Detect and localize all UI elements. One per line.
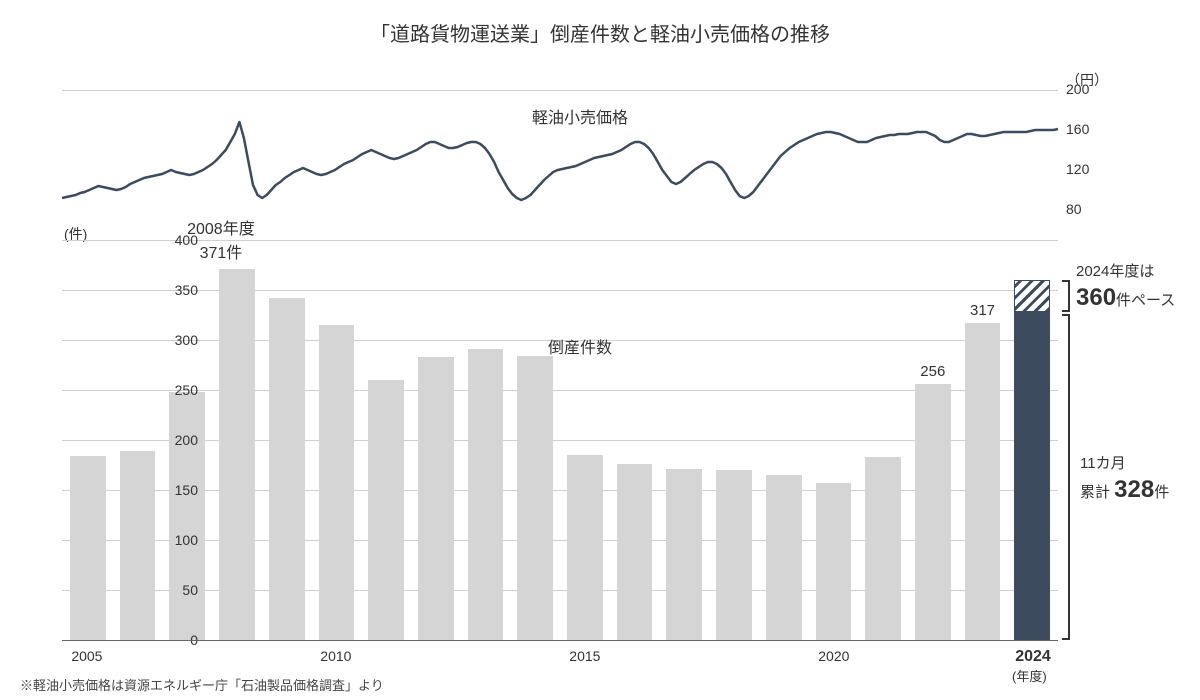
bar [368,380,404,640]
bar-ytick: 250 [148,382,198,398]
bar [1014,312,1050,640]
x-tick [759,648,809,666]
chart-root: 「道路貨物運送業」倒産件数と軽油小売価格の推移 （円） 80120160200 … [0,0,1200,700]
x-tick: 2010 [311,648,361,666]
bar-slot [814,240,854,640]
anno-cum: 11カ月 累計 328件 [1080,454,1169,507]
x-axis-unit: (年度) [1012,666,1047,685]
x-tick [361,648,411,666]
anno-pace: 2024年度は 360件ペース [1076,262,1175,315]
x-tick: 2020 [809,648,859,666]
bar-slot [366,240,406,640]
x-tick: 2015 [560,648,610,666]
bar [965,323,1001,640]
bar-slot [1012,240,1052,640]
x-tick [411,648,461,666]
bar-ytick: 200 [148,432,198,448]
line-ytick: 200 [1066,81,1089,97]
bar-slot [615,240,655,640]
bar [666,469,702,640]
bar [567,455,603,640]
x-tick [112,648,162,666]
x-tick [162,648,212,666]
x-tick [610,648,660,666]
bar-slot [267,240,307,640]
bar [716,470,752,640]
footnote: ※軽油小売価格は資源エネルギー庁「石油製品価格調査」より [20,675,384,694]
x-tick: 2024 [1008,648,1058,666]
bar [219,269,255,640]
x-axis-ticks: 2005 2010 2015 2020 2024 [62,648,1058,666]
anno-pace-prefix: 2024年度は [1076,263,1154,280]
bar [915,384,951,640]
bar [418,357,454,640]
bar-slot: 2008年度371件 [217,240,257,640]
anno-cum-prefix: 11カ月 [1080,455,1126,472]
x-tick [859,648,909,666]
line-series-label: 軽油小売価格 [480,104,680,128]
x-axis-line [62,640,1058,641]
bar-slot: 317 [963,240,1003,640]
chart-title: 「道路貨物運送業」倒産件数と軽油小売価格の推移 [0,18,1200,47]
bar-series-label: 倒産件数 [500,334,660,358]
bar-ytick: 100 [148,532,198,548]
anno-pace-value: 360 [1076,284,1116,311]
anno-cum-mid: 累計 [1080,484,1114,501]
bar [319,325,355,640]
bar-value-label: 256 [920,363,945,380]
bar-slot [466,240,506,640]
x-tick [958,648,1008,666]
bar [169,392,205,640]
bar-series: 2008年度371件 256 317 [62,240,1058,640]
bar-ytick: 400 [148,232,198,248]
bar-slot [515,240,555,640]
x-tick [709,648,759,666]
bar-chart-area: 2008年度371件 256 317 [62,240,1058,640]
x-tick [211,648,261,666]
bar-slot [565,240,605,640]
bar-ytick: 150 [148,482,198,498]
x-tick [909,648,959,666]
bar-ytick: 350 [148,282,198,298]
bracket-bottom [1062,314,1070,640]
bar-slot [863,240,903,640]
bar [816,483,852,640]
bar [766,475,802,640]
x-tick: 2005 [62,648,112,666]
bar-slot [416,240,456,640]
bar [865,457,901,640]
bar [70,456,106,640]
line-ytick: 160 [1066,121,1089,137]
x-tick [261,648,311,666]
bar-slot [317,240,357,640]
bar-slot [714,240,754,640]
bar-ytick: 300 [148,332,198,348]
bar-projection [1014,280,1050,312]
bar [468,349,504,640]
bar-slot [764,240,804,640]
x-tick [460,648,510,666]
bar [517,356,553,640]
bar-value-label: 317 [970,302,995,319]
x-tick [510,648,560,666]
anno-pace-suffix: 件ペース [1116,292,1175,309]
x-tick [660,648,710,666]
line-ytick: 120 [1066,161,1089,177]
bracket-top [1062,280,1070,312]
bar [269,298,305,640]
bar-slot: 256 [913,240,953,640]
bar [617,464,653,640]
anno-cum-suffix: 件 [1154,484,1169,501]
line-ytick: 80 [1066,201,1082,217]
bar-slot [664,240,704,640]
bar-ytick: 50 [148,582,198,598]
bar-slot [68,240,108,640]
anno-cum-value: 328 [1114,476,1154,503]
